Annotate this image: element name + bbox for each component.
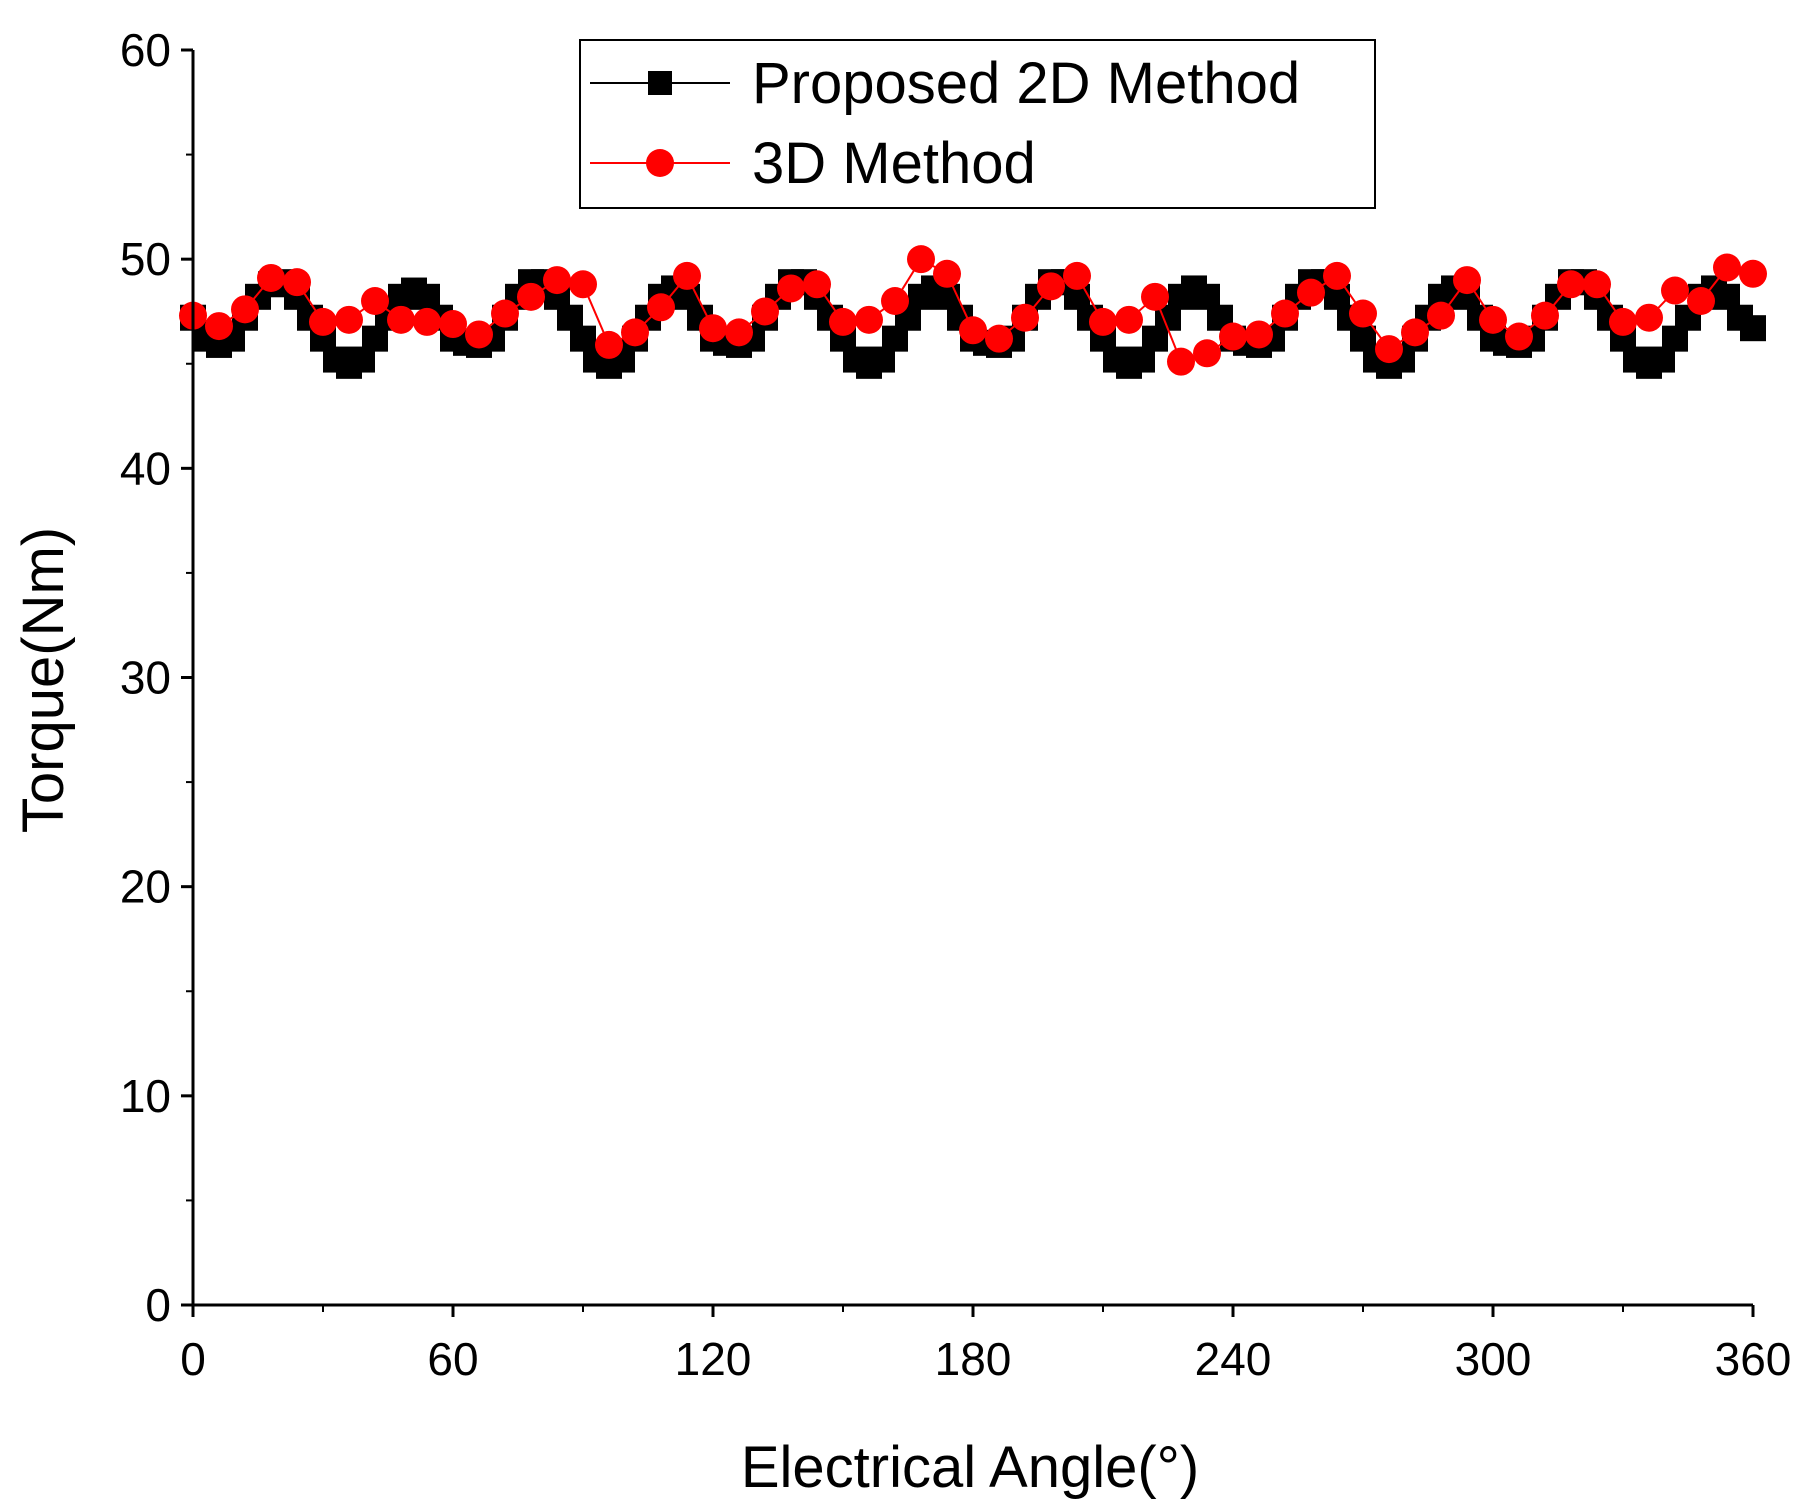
data-point-circle bbox=[283, 268, 311, 297]
series-3d bbox=[179, 245, 1767, 376]
x-tick-label: 60 bbox=[427, 1333, 478, 1385]
data-point-circle bbox=[647, 293, 675, 322]
y-tick-label: 60 bbox=[120, 24, 171, 76]
data-point-circle bbox=[491, 299, 519, 328]
y-tick-label: 50 bbox=[120, 233, 171, 285]
data-point-circle bbox=[1739, 259, 1767, 288]
data-point-circle bbox=[205, 312, 233, 341]
data-point-circle bbox=[1219, 322, 1247, 351]
y-tick-label: 20 bbox=[120, 861, 171, 913]
data-point-circle bbox=[881, 287, 909, 315]
x-tick-label: 180 bbox=[935, 1333, 1012, 1385]
x-tick-label: 120 bbox=[675, 1333, 752, 1385]
data-point-circle bbox=[1063, 261, 1091, 290]
data-point-circle bbox=[1635, 303, 1663, 332]
data-point-circle bbox=[465, 320, 493, 349]
data-point-circle bbox=[1713, 253, 1741, 282]
x-axis-title: Electrical Angle(°) bbox=[741, 1435, 1199, 1500]
data-point-circle bbox=[439, 310, 467, 339]
data-point-circle bbox=[257, 263, 285, 292]
data-point-circle bbox=[803, 270, 831, 299]
data-point-circle bbox=[1375, 335, 1403, 364]
data-point-circle bbox=[933, 259, 961, 288]
data-point-circle bbox=[751, 297, 779, 326]
data-point-circle bbox=[1687, 287, 1715, 315]
data-point-circle bbox=[361, 287, 389, 315]
data-point-circle bbox=[907, 245, 935, 274]
data-point-circle bbox=[1115, 305, 1143, 334]
data-point-circle bbox=[1193, 339, 1221, 368]
y-tick-label: 0 bbox=[145, 1279, 171, 1331]
data-point-circle bbox=[1453, 266, 1481, 295]
data-point-circle bbox=[1297, 278, 1325, 307]
x-tick-label: 300 bbox=[1455, 1333, 1532, 1385]
data-point-circle bbox=[1661, 276, 1689, 305]
data-point-circle bbox=[673, 261, 701, 290]
data-point-square bbox=[1740, 315, 1766, 342]
data-point-circle bbox=[1583, 270, 1611, 299]
legend-box bbox=[579, 39, 1376, 209]
data-point-circle bbox=[1427, 301, 1455, 330]
data-point-circle bbox=[829, 307, 857, 336]
data-point-circle bbox=[985, 324, 1013, 353]
data-point-circle bbox=[1011, 303, 1039, 332]
data-point-circle bbox=[1557, 270, 1585, 299]
data-point-circle bbox=[1089, 307, 1117, 336]
data-point-circle bbox=[569, 270, 597, 299]
data-point-circle bbox=[959, 316, 987, 345]
data-point-circle bbox=[777, 274, 805, 303]
data-point-circle bbox=[1505, 322, 1533, 351]
x-tick-label: 240 bbox=[1195, 1333, 1272, 1385]
data-point-circle bbox=[1609, 307, 1637, 336]
legend: Proposed 2D Method 3D Method bbox=[579, 39, 1376, 209]
data-point-circle bbox=[855, 305, 883, 334]
data-point-circle bbox=[1479, 305, 1507, 334]
y-tick-label: 40 bbox=[120, 442, 171, 494]
data-point-circle bbox=[1323, 261, 1351, 290]
y-axis-title: Torque(Nm) bbox=[11, 527, 76, 833]
y-tick-label: 30 bbox=[120, 652, 171, 704]
data-point-circle bbox=[1037, 272, 1065, 301]
data-point-circle bbox=[231, 295, 259, 324]
data-point-circle bbox=[725, 318, 753, 347]
data-point-circle bbox=[387, 305, 415, 334]
data-point-circle bbox=[621, 318, 649, 347]
series-layer bbox=[179, 245, 1767, 379]
data-point-circle bbox=[1271, 299, 1299, 328]
data-point-circle bbox=[335, 305, 363, 334]
data-point-circle bbox=[1141, 282, 1169, 311]
data-point-circle bbox=[699, 314, 727, 343]
data-point-circle bbox=[1401, 318, 1429, 347]
ticks-layer: 0 10 20 30 40 50 60 0 60 120 180 240 300 360 bbox=[120, 24, 1792, 1385]
data-point-circle bbox=[595, 330, 623, 359]
x-tick-label: 0 bbox=[180, 1333, 206, 1385]
legend-marker-proposed-2d bbox=[648, 71, 672, 95]
data-point-circle bbox=[1167, 347, 1195, 376]
x-tick-label: 360 bbox=[1715, 1333, 1792, 1385]
data-point-circle bbox=[1349, 299, 1377, 328]
data-point-circle bbox=[1245, 320, 1273, 349]
data-point-circle bbox=[1531, 301, 1559, 330]
data-point-circle bbox=[413, 307, 441, 336]
legend-marker-3d bbox=[646, 149, 674, 177]
legend-label-3d: 3D Method bbox=[752, 131, 1036, 196]
data-point-circle bbox=[543, 266, 571, 295]
data-point-circle bbox=[517, 282, 545, 311]
y-tick-label: 10 bbox=[120, 1070, 171, 1122]
legend-label-proposed-2d: Proposed 2D Method bbox=[752, 51, 1300, 116]
data-point-circle bbox=[309, 307, 337, 336]
